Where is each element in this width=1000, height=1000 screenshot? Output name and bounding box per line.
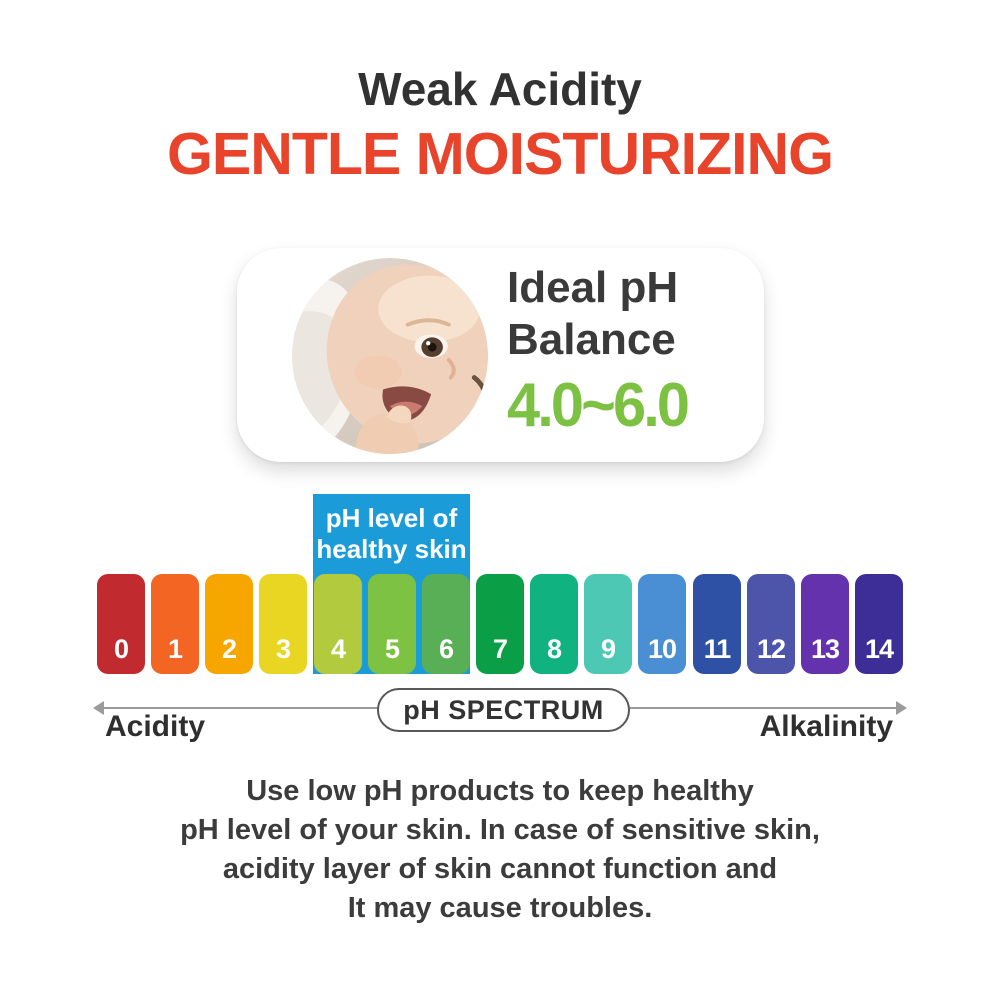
acidity-label: Acidity xyxy=(105,710,206,743)
body-line: acidity layer of skin cannot function an… xyxy=(222,853,778,885)
ph-bar-5: 5 xyxy=(368,574,416,674)
healthy-skin-label-line2: healthy skin xyxy=(316,534,467,564)
arrow-left-icon xyxy=(93,701,104,715)
ph-bar-2: 2 xyxy=(205,574,253,674)
ideal-ph-card: Ideal pH Balance 4.0~6.0 xyxy=(237,248,764,462)
ph-bar-value: 3 xyxy=(275,634,291,664)
ph-bar-value: 13 xyxy=(810,634,840,664)
ideal-ph-heading-line2: Balance xyxy=(507,315,676,364)
ph-bar-1: 1 xyxy=(151,574,199,674)
body-line: pH level of your skin. In case of sensit… xyxy=(180,814,820,846)
body-line: It may cause troubles. xyxy=(347,892,653,924)
ph-bar-value: 6 xyxy=(438,634,454,664)
ph-bar-11: 11 xyxy=(693,574,741,674)
healthy-skin-label-line1: pH level of xyxy=(325,503,458,533)
ph-bar-8: 8 xyxy=(530,574,578,674)
ph-bar-value: 1 xyxy=(167,634,183,664)
ph-spectrum-pill: pH SPECTRUM xyxy=(377,688,630,732)
ph-bar-7: 7 xyxy=(476,574,524,674)
ph-range-value: 4.0~6.0 xyxy=(507,371,690,440)
ph-bar-3: 3 xyxy=(259,574,307,674)
arrow-right-icon xyxy=(896,701,907,715)
ph-bar-13: 13 xyxy=(801,574,849,674)
body-copy: Use low pH products to keep healthy pH l… xyxy=(0,772,1000,928)
ph-spectrum-label: pH SPECTRUM xyxy=(403,694,604,725)
ph-bar-value: 5 xyxy=(384,634,400,664)
baby-photo xyxy=(292,258,488,454)
ph-bar-value: 4 xyxy=(330,634,346,664)
ph-bar-4: 4 xyxy=(314,574,362,674)
ph-scale: 0 1 2 3 4 5 6 7 8 9 10 11 12 13 14 xyxy=(97,574,903,674)
ph-bar-0: 0 xyxy=(97,574,145,674)
ph-bar-value: 8 xyxy=(546,634,562,664)
ph-bar-value: 0 xyxy=(113,634,129,664)
ph-bar-14: 14 xyxy=(855,574,903,674)
ph-bar-value: 11 xyxy=(703,634,732,664)
ph-bar-10: 10 xyxy=(638,574,686,674)
ph-bar-value: 14 xyxy=(864,634,894,664)
ph-bar-12: 12 xyxy=(747,574,795,674)
ideal-ph-heading-line1: Ideal pH xyxy=(507,263,679,312)
ideal-ph-text: Ideal pH Balance 4.0~6.0 xyxy=(507,262,757,441)
ph-bar-9: 9 xyxy=(584,574,632,674)
page-title: GENTLE MOISTURIZING xyxy=(166,121,834,187)
ph-bar-value: 2 xyxy=(221,634,237,664)
ph-bar-value: 9 xyxy=(600,634,616,664)
ph-bar-value: 10 xyxy=(647,634,677,664)
subtitle: Weak Acidity xyxy=(358,63,642,115)
ph-bar-6: 6 xyxy=(422,574,470,674)
body-line: Use low pH products to keep healthy xyxy=(246,775,754,807)
alkalinity-label: Alkalinity xyxy=(759,710,893,743)
ph-bar-value: 7 xyxy=(492,634,508,664)
ph-bar-value: 12 xyxy=(756,634,786,664)
